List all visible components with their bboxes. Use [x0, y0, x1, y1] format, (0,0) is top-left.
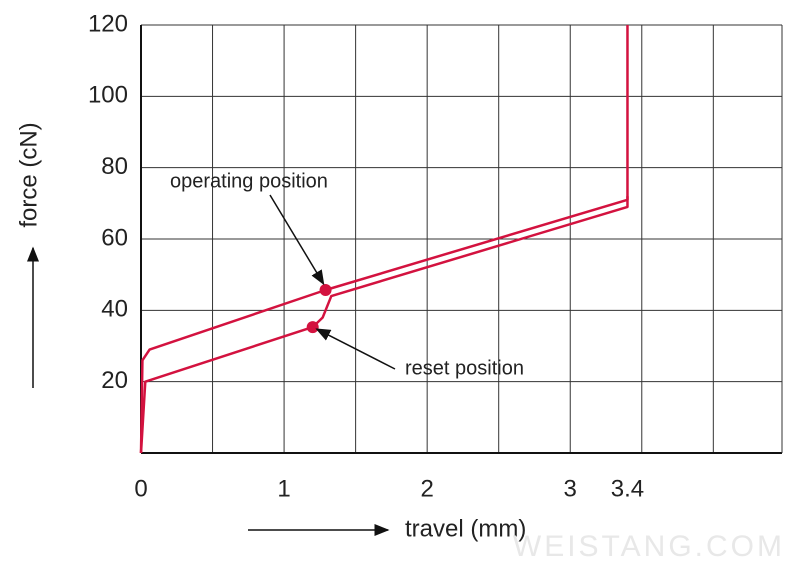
curve	[139, 25, 629, 454]
x-tick-label: 0	[134, 475, 147, 502]
y-axis-label: force (cN)	[15, 122, 42, 227]
x-tick-label: 3.4	[611, 475, 644, 502]
x-tick-label: 2	[420, 475, 433, 502]
y-tick-label: 100	[88, 82, 128, 109]
curve	[139, 196, 629, 454]
annotation: reset position	[405, 357, 524, 379]
annotation-arrow	[315, 328, 396, 370]
y-tick-label: 20	[101, 367, 128, 394]
point	[319, 284, 332, 297]
point	[306, 321, 319, 334]
y-tick-label: 120	[88, 10, 128, 37]
x-tick-label: 3	[564, 475, 577, 502]
annotation: operating position	[170, 170, 328, 192]
watermark: WEISTANG.COM	[513, 530, 785, 563]
y-tick-label: 60	[101, 224, 128, 251]
x-tick-label: 1	[277, 475, 290, 502]
annotation-arrow	[269, 194, 325, 286]
x-axis-label: travel (mm)	[405, 515, 526, 542]
y-tick-label: 80	[101, 153, 128, 180]
y-tick-label: 40	[101, 296, 128, 323]
